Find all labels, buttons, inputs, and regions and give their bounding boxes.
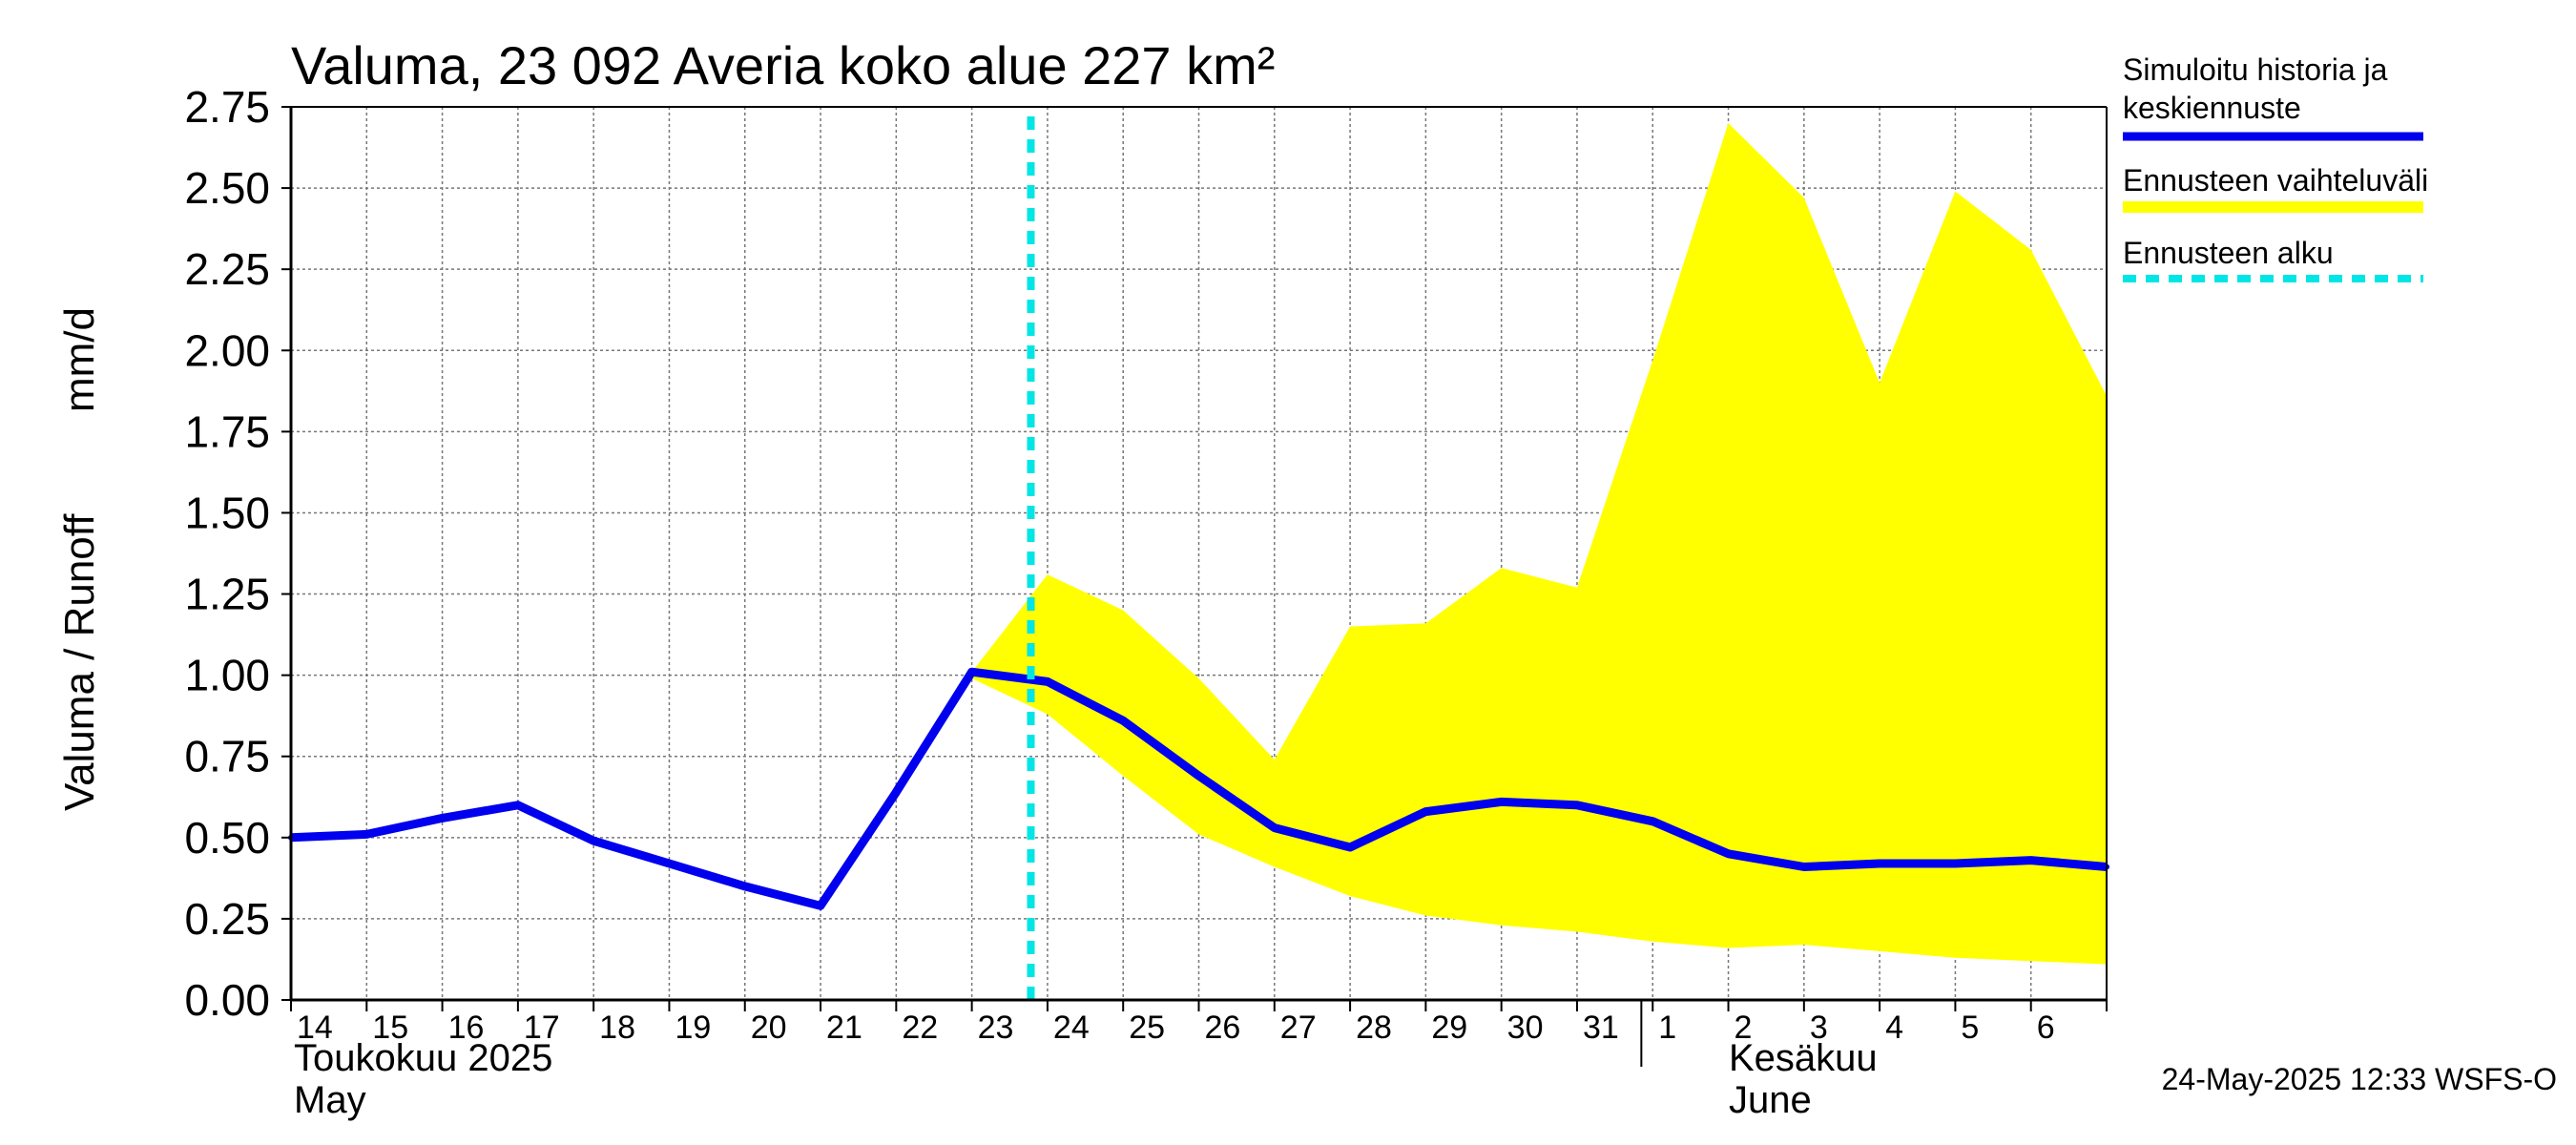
x-tick-label: 16 bbox=[448, 1010, 485, 1046]
x-tick-label: 30 bbox=[1507, 1010, 1544, 1046]
y-tick-label: 1.25 bbox=[184, 570, 270, 619]
series-point bbox=[1498, 799, 1505, 805]
month-label-june-en: June bbox=[1729, 1079, 1812, 1121]
x-tick-label: 25 bbox=[1129, 1010, 1165, 1046]
series-point bbox=[1800, 864, 1807, 870]
series-layer bbox=[288, 667, 2109, 910]
y-tick-labels: 0.00 0.25 0.50 0.75 1.00 1.25 1.50 1.75 2.00 2.25… bbox=[184, 82, 270, 1025]
series-point bbox=[818, 903, 824, 909]
series-point bbox=[1120, 718, 1127, 724]
x-tick-label: 5 bbox=[1961, 1010, 1979, 1046]
series-point bbox=[1195, 773, 1202, 780]
series-point bbox=[1044, 678, 1050, 685]
series-point bbox=[364, 831, 370, 838]
x-tick-label: 4 bbox=[1885, 1010, 1903, 1046]
x-tick-label: 22 bbox=[902, 1010, 938, 1046]
series-point bbox=[2027, 857, 2034, 864]
y-tick-label: 2.75 bbox=[184, 82, 270, 132]
y-tick-label: 0.00 bbox=[184, 975, 270, 1025]
x-tick-label: 1 bbox=[1658, 1010, 1676, 1046]
x-tick-label: 23 bbox=[978, 1010, 1014, 1046]
series-point bbox=[1725, 850, 1732, 857]
x-tick-label: 18 bbox=[599, 1010, 635, 1046]
series-point bbox=[1271, 824, 1278, 831]
y-axis-label: Valuma / Runoff bbox=[56, 513, 103, 811]
x-tick-label: 3 bbox=[1810, 1010, 1828, 1046]
month-label-june-fi: Kesäkuu bbox=[1729, 1037, 1878, 1079]
series-point bbox=[591, 838, 597, 844]
forecast-band-layer bbox=[971, 123, 2107, 965]
y-tick-label: 2.00 bbox=[184, 325, 270, 375]
legend-label-simulated-line2: keskiennuste bbox=[2123, 91, 2301, 125]
legend-label-simulated-line1: Simuloitu historia ja bbox=[2123, 52, 2388, 87]
x-tick-label: 15 bbox=[372, 1010, 408, 1046]
series-point bbox=[1952, 861, 1959, 867]
series-point bbox=[514, 802, 521, 808]
legend-label-range: Ennusteen vaihteluväli bbox=[2123, 163, 2428, 198]
x-tick-label: 29 bbox=[1431, 1010, 1467, 1046]
x-tick-labels: 14 15 16 17 18 19 20 21 22 23 24 25 26 27 28 29 30 31 1 2 3 4… bbox=[297, 1010, 2055, 1046]
y-tick-label: 1.50 bbox=[184, 488, 270, 537]
x-tick-label: 19 bbox=[675, 1010, 711, 1046]
series-point bbox=[1423, 808, 1429, 815]
month-label-may-fi: Toukokuu 2025 bbox=[294, 1037, 552, 1079]
series-point bbox=[1573, 802, 1580, 808]
x-tick-label: 24 bbox=[1053, 1010, 1090, 1046]
y-tick-label: 1.00 bbox=[184, 651, 270, 700]
series-point bbox=[1877, 861, 1883, 867]
x-tick-label: 31 bbox=[1583, 1010, 1619, 1046]
series-point bbox=[893, 789, 900, 796]
x-tick-label: 20 bbox=[751, 1010, 787, 1046]
x-tick-label: 14 bbox=[297, 1010, 333, 1046]
y-tick-label: 0.50 bbox=[184, 813, 270, 863]
series-point bbox=[439, 815, 446, 822]
series-point bbox=[1650, 818, 1656, 824]
series-point bbox=[741, 883, 748, 889]
axis-layer bbox=[281, 106, 2108, 1067]
month-label-may-en: May bbox=[294, 1079, 366, 1121]
y-axis-unit: mm/d bbox=[56, 307, 103, 412]
y-tick-label: 0.25 bbox=[184, 894, 270, 944]
forecast-range-band bbox=[971, 123, 2107, 965]
series-point bbox=[968, 669, 975, 676]
y-tick-label: 1.75 bbox=[184, 406, 270, 456]
x-tick-label: 27 bbox=[1280, 1010, 1317, 1046]
y-tick-label: 2.25 bbox=[184, 244, 270, 294]
series-point bbox=[666, 861, 673, 867]
x-tick-label: 2 bbox=[1735, 1010, 1753, 1046]
footer-timestamp: 24-May-2025 12:33 WSFS-O bbox=[2162, 1062, 2557, 1096]
legend-label-forecast-start: Ennusteen alku bbox=[2123, 236, 2334, 270]
series-point bbox=[1347, 844, 1354, 851]
chart-title: Valuma, 23 092 Averia koko alue 227 km² bbox=[291, 35, 1275, 95]
legend: Simuloitu historia ja keskiennuste Ennus… bbox=[2123, 52, 2428, 282]
x-tick-label: 26 bbox=[1205, 1010, 1241, 1046]
y-tick-label: 2.50 bbox=[184, 163, 270, 213]
x-tick-label: 21 bbox=[826, 1010, 862, 1046]
x-tick-label: 6 bbox=[2037, 1010, 2055, 1046]
x-tick-label: 17 bbox=[524, 1010, 560, 1046]
x-tick-label: 28 bbox=[1356, 1010, 1392, 1046]
y-tick-label: 0.75 bbox=[184, 732, 270, 781]
